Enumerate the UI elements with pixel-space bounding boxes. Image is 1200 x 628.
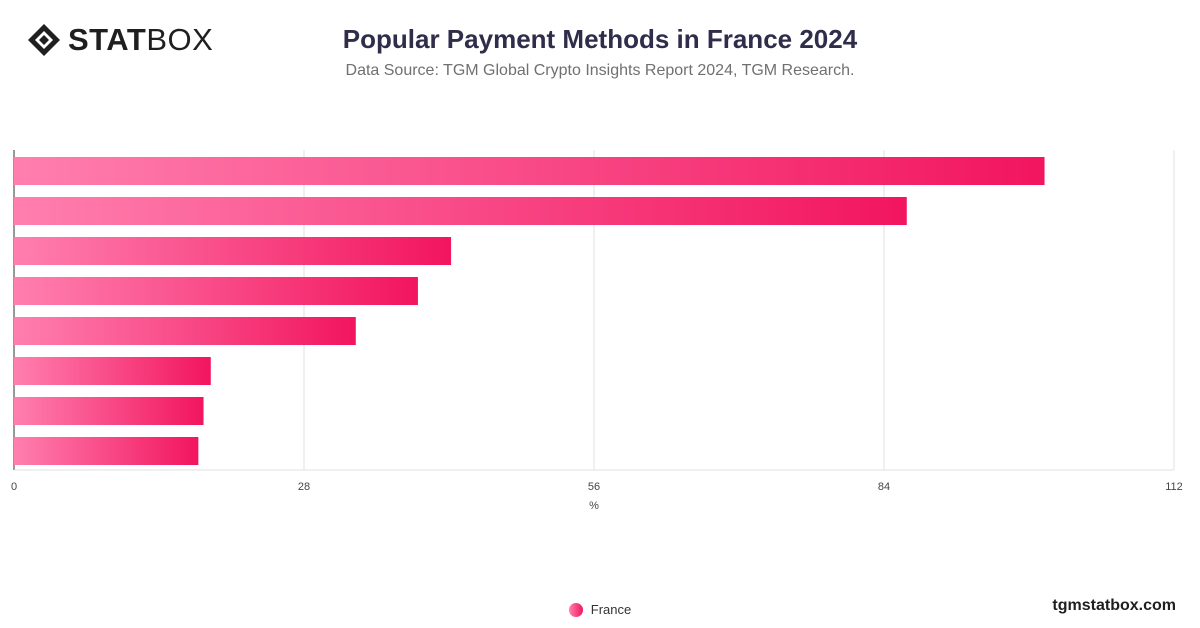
chart-title: Popular Payment Methods in France 2024 [342,24,858,54]
x-tick-labels: 0 28 56 84 112 [11,481,1183,493]
chart-subtitle: Data Source: TGM Global Crypto Insights … [345,62,855,79]
legend-label-france: France [590,602,632,617]
x-tick-label: 56 [588,481,600,493]
legend-swatch-france [568,602,583,617]
logo-text-light: BOX [146,22,214,57]
bars [14,157,1045,465]
logo-text-bold: STAT [68,22,147,57]
bar-8[interactable] [14,437,199,465]
bar-5[interactable] [14,317,356,345]
bar-3[interactable] [14,237,452,265]
x-tick-label: 84 [878,481,890,493]
legend[interactable]: France [0,602,1200,617]
logo-text: STATBOX [68,22,213,58]
x-tick-label: 112 [1165,481,1183,493]
watermark: tgmstatbox.com [1052,597,1176,614]
x-axis-label: % [589,500,599,512]
bar-7[interactable] [14,397,204,425]
bar-2[interactable] [14,197,907,225]
diamond-logo-icon [28,24,60,56]
bar-6[interactable] [14,357,211,385]
bar-1[interactable] [14,157,1045,185]
x-tick-label: 0 [11,481,17,493]
bar-4[interactable] [14,277,418,305]
x-tick-label: 28 [298,481,310,493]
statbox-logo: STATBOX [26,22,213,58]
